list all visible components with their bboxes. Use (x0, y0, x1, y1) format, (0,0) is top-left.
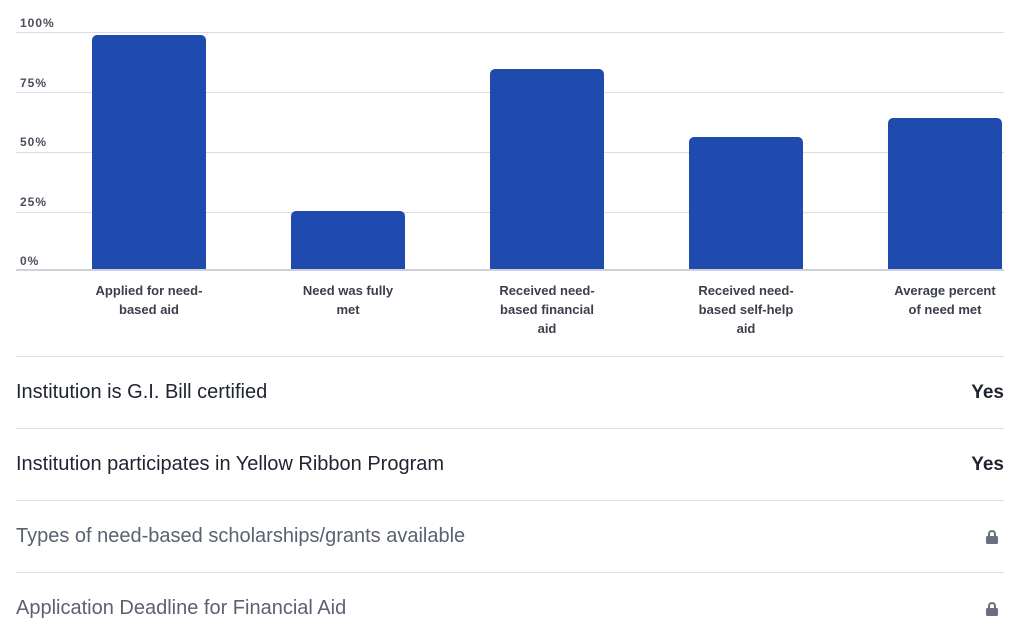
x-label-applied-need-based-aid: Applied for need-based aid (95, 283, 203, 317)
x-label-received-need-based-self-help-aid: Received need-based self-help aid (698, 283, 794, 336)
row-need-based-scholarship-types[interactable]: Types of need-based scholarships/grants … (16, 500, 1004, 572)
x-label-average-percent-need-met: Average percent of need met (894, 283, 996, 317)
row-label: Institution participates in Yellow Ribbo… (16, 453, 445, 475)
row-value: Yes (971, 453, 1004, 475)
bar-average-percent-need-met[interactable] (888, 118, 1002, 270)
x-label-need-fully-met: Need was fully met (302, 283, 394, 317)
gridline-100 (16, 32, 1004, 33)
row-yellow-ribbon-program: Institution participates in Yellow Ribbo… (16, 428, 1004, 500)
bar-received-need-based-self-help-aid[interactable] (689, 137, 803, 270)
row-gi-bill-certified: Institution is G.I. Bill certified Yes (16, 356, 1004, 428)
bar-need-fully-met[interactable] (291, 211, 405, 270)
bar-received-need-based-financial-aid[interactable] (490, 69, 604, 270)
y-tick-25: 25% (20, 195, 48, 209)
row-label: Types of need-based scholarships/grants … (16, 525, 466, 547)
y-tick-100: 100% (20, 16, 55, 30)
x-label-received-need-based-financial-aid: Received need-based financial aid (499, 283, 595, 336)
x-axis-baseline (16, 269, 1004, 271)
bar-applied-need-based-aid[interactable] (92, 35, 206, 270)
y-tick-75: 75% (20, 76, 48, 90)
financial-aid-bar-chart: 100% 75% 50% 25% 0% Applied for need-bas… (16, 16, 1004, 336)
row-label: Application Deadline for Financial Aid (16, 597, 347, 619)
y-tick-50: 50% (20, 135, 48, 149)
row-financial-aid-deadline[interactable]: Application Deadline for Financial Aid (16, 572, 1004, 644)
lock-icon[interactable] (986, 601, 998, 616)
row-value: Yes (971, 381, 1004, 403)
row-label: Institution is G.I. Bill certified (16, 381, 268, 403)
y-tick-0: 0% (20, 254, 40, 268)
lock-icon[interactable] (986, 529, 998, 544)
